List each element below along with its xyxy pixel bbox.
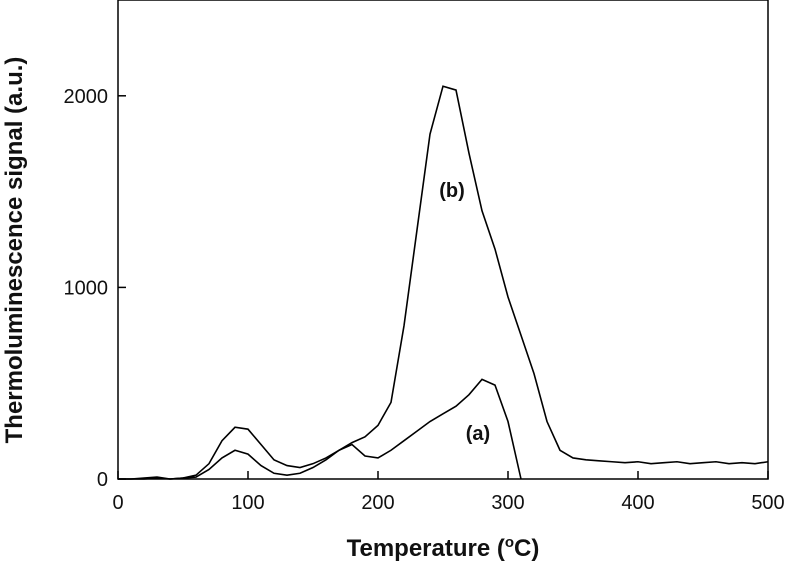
annotation: (b) [439,180,465,202]
x-axis-title: Temperature (oC) [347,534,540,562]
x-tick-label: 500 [751,492,784,514]
annotation: (a) [466,423,490,445]
x-tick-label: 0 [112,492,123,514]
x-tick-label: 400 [621,492,654,514]
x-tick-label: 300 [491,492,524,514]
plot-frame [117,0,769,480]
y-tick-label: 2000 [64,86,109,108]
x-tick-label: 200 [361,492,394,514]
x-tick-label: 100 [231,492,264,514]
y-axis-title: Thermoluminescence signal (a.u.) [1,57,28,444]
data-line [118,85,769,480]
x-axis-title-sup: o [505,534,514,551]
x-axis-title-text: Temperature ( [347,535,505,562]
y-tick-label: 1000 [64,277,109,299]
y-tick-label: 0 [97,469,108,491]
x-axis-title-after: C) [514,535,539,562]
data-line [118,378,522,480]
